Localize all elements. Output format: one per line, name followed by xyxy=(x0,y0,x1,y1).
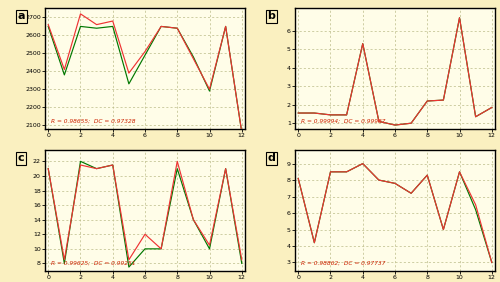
Text: a: a xyxy=(18,11,25,21)
Text: R = 0.98655;  DC = 0.97328: R = 0.98655; DC = 0.97328 xyxy=(51,119,136,124)
Text: R = 0.99994;  DC = 0.99987: R = 0.99994; DC = 0.99987 xyxy=(301,119,386,124)
Text: c: c xyxy=(18,153,24,163)
Text: d: d xyxy=(268,153,276,163)
Text: R = 0.98862;  DC = 0.97737: R = 0.98862; DC = 0.97737 xyxy=(301,261,386,266)
Text: b: b xyxy=(268,11,276,21)
Text: R = 0.99625;  DC = 0.99251: R = 0.99625; DC = 0.99251 xyxy=(51,261,136,266)
